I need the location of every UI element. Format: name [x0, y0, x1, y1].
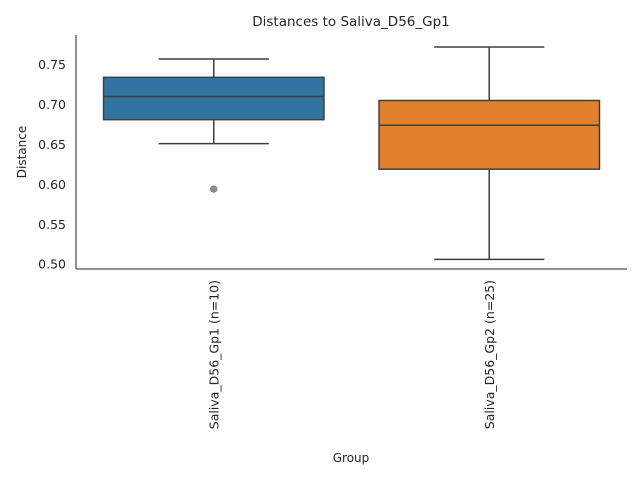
x-ticks: Saliva_D56_Gp1 (n=10) Saliva_D56_Gp2 (n=2…: [206, 280, 497, 429]
y-tick-label: 0.60: [38, 177, 66, 192]
box-group: [102, 58, 325, 193]
iqr-box: [378, 99, 601, 170]
y-tick-label: 0.70: [38, 97, 66, 112]
x-tick-label: Saliva_D56_Gp1 (n=10): [206, 280, 221, 429]
y-tick-label: 0.50: [38, 257, 66, 272]
y-tick-label: 0.55: [38, 217, 66, 232]
y-axis-label: Distance: [15, 126, 29, 178]
axes: [75, 35, 627, 270]
x-axis-label: Group: [333, 451, 370, 465]
y-ticks: 0.50 0.55 0.60 0.65 0.70 0.75: [38, 57, 66, 272]
x-tick-label: Saliva_D56_Gp2 (n=25): [482, 280, 497, 429]
iqr-box: [102, 76, 325, 121]
chart-title: Distances to Saliva_D56_Gp1: [252, 14, 450, 30]
box-group: [378, 46, 601, 261]
y-tick-label: 0.65: [38, 137, 66, 152]
outlier-point: [210, 185, 218, 193]
boxes: [102, 46, 601, 261]
y-tick-label: 0.75: [38, 57, 66, 72]
